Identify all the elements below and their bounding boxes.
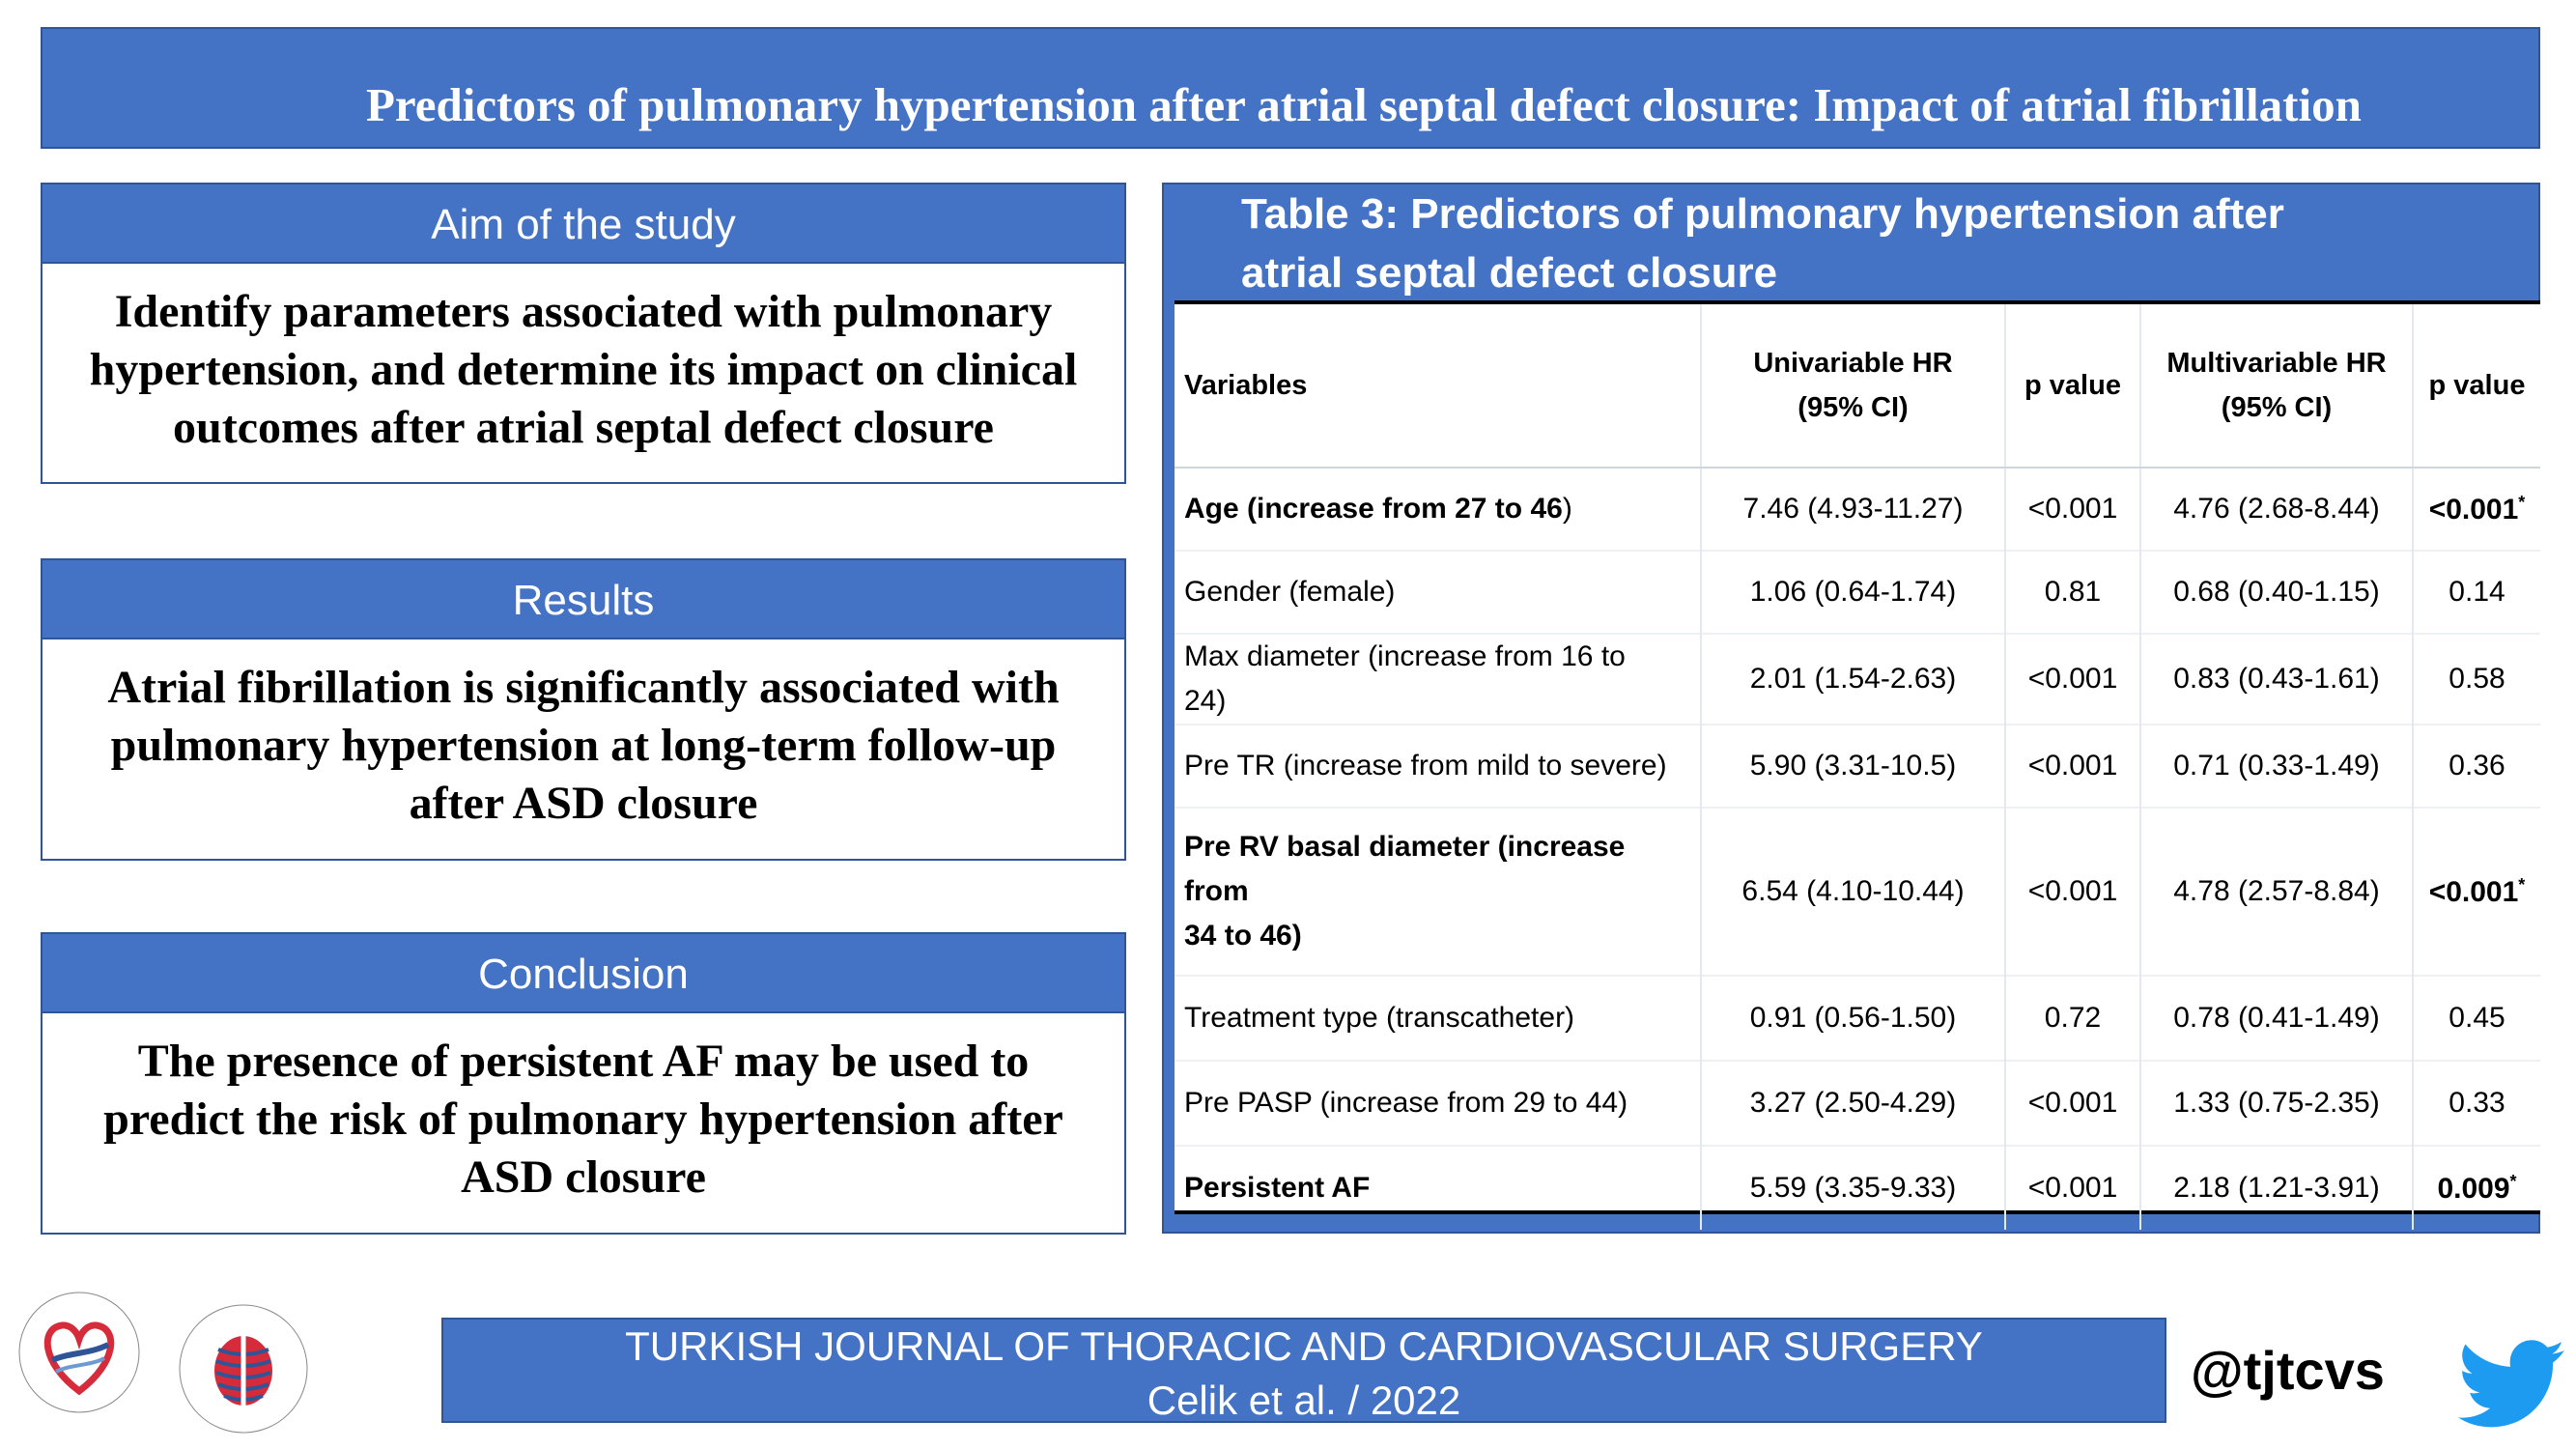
table-panel: Table 3: Predictors of pulmonary hyperte…	[1162, 183, 2540, 1234]
cell-variable: Gender (female)	[1175, 550, 1702, 634]
cell-p1: 0.72	[2005, 975, 2141, 1061]
twitter-bird-icon[interactable]	[2457, 1339, 2566, 1431]
conclusion-panel: Conclusion The presence of persistent AF…	[41, 932, 1126, 1235]
cell-variable: Age (increase from 27 to 46)	[1175, 467, 1702, 551]
cell-variable: Max diameter (increase from 16 to 24)	[1175, 633, 1702, 724]
cell-variable: Pre RV basal diameter (increase from 34 t…	[1175, 807, 1702, 976]
cell-variable: Pre PASP (increase from 29 to 44)	[1175, 1060, 1702, 1146]
table-row: Treatment type (transcatheter) 0.91 (0.5…	[1175, 975, 2540, 1061]
table-header-row: Variables Univariable HR (95% CI) p value…	[1175, 304, 2540, 469]
cell-p1: <0.001	[2005, 724, 2141, 808]
cell-uni-hr: 5.90 (3.31-10.5)	[1701, 724, 2006, 808]
results-panel: Results Atrial fibrillation is significa…	[41, 558, 1126, 861]
table-title: Table 3: Predictors of pulmonary hyperte…	[1241, 185, 2284, 302]
table-row: Pre TR (increase from mild to severe) 5.…	[1175, 724, 2540, 808]
cell-uni-hr: 6.54 (4.10-10.44)	[1701, 807, 2006, 976]
predictors-table: Variables Univariable HR (95% CI) p value…	[1175, 300, 2540, 1230]
cell-p1: <0.001	[2005, 1145, 2141, 1230]
col-header-p-value-1: p value	[2005, 304, 2141, 469]
aim-heading: Aim of the study	[42, 185, 1124, 264]
cell-p2: 0.45	[2413, 975, 2540, 1061]
cell-p2: 0.58	[2413, 633, 2540, 724]
cell-uni-hr: 7.46 (4.93-11.27)	[1701, 467, 2006, 551]
aim-panel: Aim of the study Identify parameters ass…	[41, 183, 1126, 484]
cell-p1: 0.81	[2005, 550, 2141, 634]
cell-p1: <0.001	[2005, 467, 2141, 551]
table-title-line1: Table 3: Predictors of pulmonary hyperte…	[1241, 190, 2284, 238]
cell-p1: <0.001	[2005, 1060, 2141, 1146]
journal-name: TURKISH JOURNAL OF THORACIC AND CARDIOVA…	[625, 1323, 1983, 1369]
table-row: Age (increase from 27 to 46) 7.46 (4.93-…	[1175, 467, 2540, 551]
table-title-line2: atrial septal defect closure	[1241, 249, 1778, 297]
table-row: Pre RV basal diameter (increase from 34 t…	[1175, 807, 2540, 976]
page-title: Predictors of pulmonary hypertension aft…	[366, 78, 2362, 131]
turkish-society-thoracic-surgery-logo-icon	[174, 1299, 314, 1439]
cell-p1: <0.001	[2005, 807, 2141, 976]
cell-multi-hr: 0.78 (0.41-1.49)	[2140, 975, 2414, 1061]
cell-uni-hr: 3.27 (2.50-4.29)	[1701, 1060, 2006, 1146]
journal-footer: TURKISH JOURNAL OF THORACIC AND CARDIOVA…	[441, 1318, 2166, 1423]
cell-multi-hr: 1.33 (0.75-2.35)	[2140, 1060, 2414, 1146]
citation: Celik et al. / 2022	[1146, 1378, 1461, 1423]
cell-uni-hr: 0.91 (0.56-1.50)	[1701, 975, 2006, 1061]
cell-multi-hr: 0.68 (0.40-1.15)	[2140, 550, 2414, 634]
conclusion-body: The presence of persistent AF may be use…	[103, 1036, 1063, 1203]
cell-p2: 0.33	[2413, 1060, 2540, 1146]
turkish-society-cardiovascular-surgery-logo-icon	[12, 1285, 147, 1420]
cell-p2: 0.14	[2413, 550, 2540, 634]
cell-variable: Persistent AF	[1175, 1145, 1702, 1230]
cell-uni-hr: 2.01 (1.54-2.63)	[1701, 633, 2006, 724]
cell-multi-hr: 0.71 (0.33-1.49)	[2140, 724, 2414, 808]
table-row: Pre PASP (increase from 29 to 44) 3.27 (…	[1175, 1060, 2540, 1146]
aim-body: Identify parameters associated with pulm…	[89, 286, 1078, 453]
col-header-univariable-hr: Univariable HR (95% CI)	[1701, 304, 2006, 469]
table-row: Gender (female) 1.06 (0.64-1.74) 0.81 0.…	[1175, 550, 2540, 634]
cell-multi-hr: 4.76 (2.68-8.44)	[2140, 467, 2414, 551]
col-header-variables: Variables	[1175, 304, 1702, 469]
title-banner: Predictors of pulmonary hypertension aft…	[41, 27, 2540, 149]
table-row: Max diameter (increase from 16 to 24) 2.0…	[1175, 633, 2540, 724]
cell-multi-hr: 4.78 (2.57-8.84)	[2140, 807, 2414, 976]
cell-p2: <0.001*	[2413, 467, 2540, 551]
conclusion-heading: Conclusion	[42, 934, 1124, 1013]
col-header-multivariable-hr: Multivariable HR (95% CI)	[2140, 304, 2414, 469]
cell-p1: <0.001	[2005, 633, 2141, 724]
cell-variable: Pre TR (increase from mild to severe)	[1175, 724, 1702, 808]
twitter-handle[interactable]: @tjtcvs	[2191, 1340, 2385, 1401]
cell-p2: 0.36	[2413, 724, 2540, 808]
cell-p2: 0.009*	[2413, 1145, 2540, 1230]
table-row: Persistent AF 5.59 (3.35-9.33) <0.001 2.…	[1175, 1145, 2540, 1230]
cell-multi-hr: 0.83 (0.43-1.61)	[2140, 633, 2414, 724]
col-header-p-value-2: p value	[2413, 304, 2540, 469]
cell-uni-hr: 5.59 (3.35-9.33)	[1701, 1145, 2006, 1230]
results-heading: Results	[42, 560, 1124, 639]
cell-uni-hr: 1.06 (0.64-1.74)	[1701, 550, 2006, 634]
results-body: Atrial fibrillation is significantly ass…	[107, 662, 1060, 829]
cell-multi-hr: 2.18 (1.21-3.91)	[2140, 1145, 2414, 1230]
cell-p2: <0.001*	[2413, 807, 2540, 976]
cell-variable: Treatment type (transcatheter)	[1175, 975, 1702, 1061]
